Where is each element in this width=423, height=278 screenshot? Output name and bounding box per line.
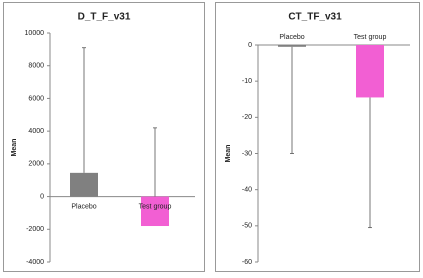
y-tick-label: 0 (40, 193, 44, 200)
chart-title: D_T_F_v31 (78, 12, 131, 23)
y-tick-label: -30 (242, 150, 252, 157)
y-tick-label: 4000 (28, 128, 44, 135)
bar (141, 196, 169, 227)
bar (278, 45, 306, 47)
y-tick-label: -2000 (26, 226, 44, 233)
y-axis-label: Mean (225, 145, 232, 163)
y-tick-label: -50 (242, 223, 252, 230)
bar (70, 172, 98, 197)
y-axis-label: Mean (11, 139, 18, 157)
x-tick-label: Test group (354, 34, 387, 41)
y-tick-label: 6000 (28, 95, 44, 102)
y-tick-label: -20 (242, 114, 252, 121)
y-tick-label: -4000 (26, 259, 44, 266)
y-tick-label: -40 (242, 187, 252, 194)
y-tick-label: 10000 (25, 30, 45, 37)
x-tick-label: Placebo (71, 203, 96, 210)
chart-title: CT_TF_v31 (288, 12, 342, 23)
panel-frame (215, 2, 420, 272)
y-tick-label: -60 (242, 259, 252, 266)
y-tick-label: 0 (248, 42, 252, 49)
y-tick-label: 8000 (28, 63, 44, 70)
y-tick-label: 2000 (28, 161, 44, 168)
y-tick-label: -10 (242, 78, 252, 85)
x-tick-label: Test group (139, 203, 172, 210)
x-tick-label: Placebo (279, 34, 304, 41)
panel-frame (3, 2, 205, 272)
bar (356, 45, 384, 98)
